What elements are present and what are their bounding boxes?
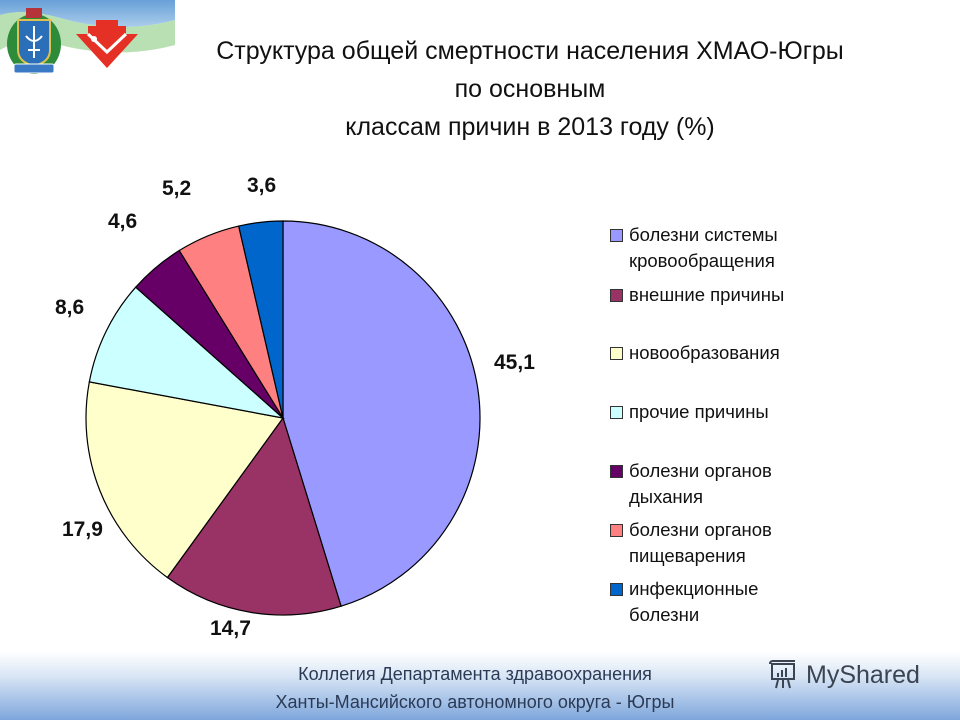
- footer-line-1: Коллегия Департамента здравоохранения: [298, 664, 652, 684]
- chart-title: Структура общей смертности населения ХМА…: [150, 32, 910, 146]
- title-line-3: классам причин в 2013 году (%): [345, 113, 715, 141]
- data-label-digestive: 5,2: [162, 177, 192, 200]
- presentation-board-icon: [769, 660, 795, 689]
- header-logos: [0, 0, 175, 90]
- legend-swatch: [610, 229, 623, 242]
- coat-of-arms-icon: [7, 8, 61, 74]
- footer-line-2: Ханты-Мансийского автономного округа - Ю…: [275, 692, 675, 712]
- legend-label: болезни органов дыхания: [629, 460, 772, 507]
- legend-swatch: [610, 465, 623, 478]
- legend-item-digestive: болезни органов пищеварения: [610, 517, 772, 569]
- data-label-external: 14,7: [210, 617, 251, 640]
- pie-slice: [88, 286, 286, 419]
- data-label-respiratory: 4,6: [108, 210, 138, 233]
- legend-label: новообразования: [629, 342, 780, 363]
- legend-item-respiratory: болезни органов дыхания: [610, 458, 772, 510]
- brand-name: MyShared: [806, 660, 920, 689]
- pie-slice: [282, 220, 481, 607]
- pie-slice: [85, 381, 285, 579]
- data-label-other: 8,6: [55, 296, 85, 319]
- legend-label: инфекционные болезни: [629, 578, 759, 625]
- pie-slice: [237, 220, 284, 419]
- legend-label: прочие причины: [629, 401, 769, 422]
- data-label-circulatory: 45,1: [494, 351, 535, 374]
- legend-item-other: прочие причины: [610, 399, 769, 425]
- legend-label: болезни системы кровообращения: [629, 224, 778, 271]
- legend-swatch: [610, 289, 623, 302]
- footer-bar: Коллегия Департамента здравоохранения Ха…: [0, 652, 960, 720]
- legend-label: внешние причины: [629, 284, 785, 305]
- title-line-1: Структура общей смертности населения ХМА…: [216, 37, 844, 65]
- legend-swatch: [610, 524, 623, 537]
- legend-item-circulatory: болезни системы кровообращения: [610, 222, 778, 274]
- footer-caption: Коллегия Департамента здравоохранения Ха…: [195, 660, 755, 716]
- legend-swatch: [610, 347, 623, 360]
- myshared-logo[interactable]: MyShared: [768, 660, 920, 690]
- legend-swatch: [610, 406, 623, 419]
- data-label-neoplasms: 17,9: [62, 518, 103, 541]
- legend-item-infectious: инфекционные болезни: [610, 576, 758, 628]
- legend-label: болезни органов пищеварения: [629, 519, 772, 566]
- data-label-infectious: 3,6: [247, 174, 277, 197]
- legend-item-external: внешние причины: [610, 282, 784, 308]
- regional-emblem-icon: [76, 20, 138, 68]
- legend-swatch: [610, 583, 623, 596]
- pie-slice: [166, 416, 342, 616]
- title-line-2: по основным: [454, 75, 606, 103]
- legend-item-neoplasms: новообразования: [610, 340, 780, 366]
